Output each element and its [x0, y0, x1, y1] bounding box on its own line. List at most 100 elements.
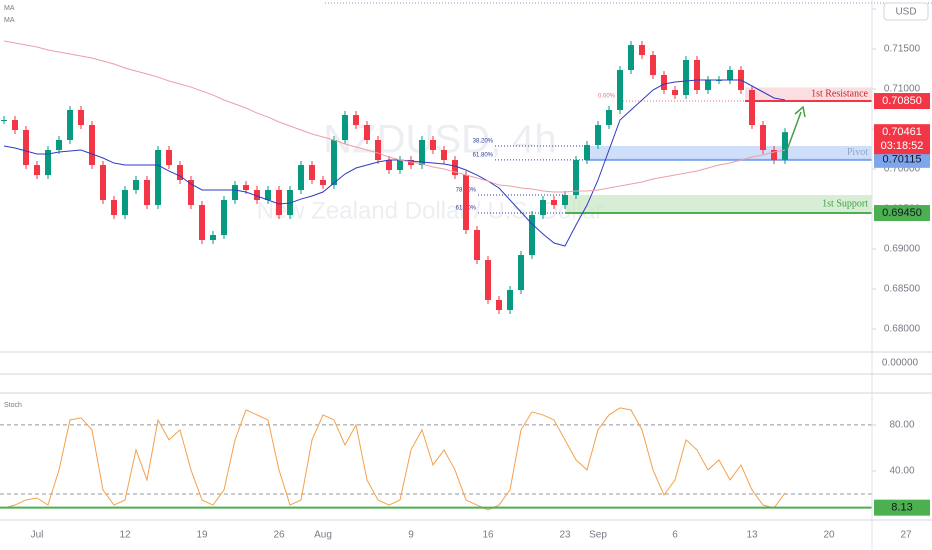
x-tick-label: Jul [31, 530, 44, 541]
candle [397, 160, 403, 170]
candle [584, 145, 590, 160]
candle [298, 165, 304, 190]
candle [606, 110, 612, 126]
candle [452, 160, 458, 176]
fib-label: 200.00% [299, 0, 323, 2]
candle [221, 200, 227, 236]
candle [430, 140, 436, 150]
candle [78, 110, 84, 126]
level-tag-label: 0.70850 [882, 95, 922, 107]
candle [760, 125, 766, 150]
candle [89, 125, 95, 166]
candle [595, 125, 601, 146]
candle [1, 120, 7, 121]
candle [12, 120, 18, 130]
x-tick-label: 12 [119, 530, 131, 541]
level-tag [874, 93, 930, 110]
last-price-tag [874, 124, 930, 155]
candle [408, 160, 414, 166]
candle [133, 180, 139, 190]
x-tick-label: 26 [273, 530, 285, 541]
x-tick-label: 13 [746, 530, 758, 541]
candle [144, 180, 150, 206]
x-tick-label: 9 [408, 530, 414, 541]
candle [496, 300, 502, 310]
candle [364, 125, 370, 140]
candle [419, 140, 425, 166]
candle [771, 150, 777, 160]
moving-average [3, 40, 786, 193]
level-tag-label: 0.70115 [883, 154, 922, 166]
fib-label: 0.00% [598, 94, 616, 100]
candle [100, 165, 106, 200]
candle [309, 165, 315, 180]
candle [474, 230, 480, 260]
volume-tick: 0.00000 [882, 358, 919, 369]
candle [56, 140, 62, 150]
marker-tag [874, 499, 930, 516]
last-price-label: 0.70461 [882, 126, 922, 138]
candle [45, 150, 51, 176]
currency-button[interactable] [883, 2, 929, 21]
level-tag-label: 0.69450 [882, 207, 922, 219]
y-tick-label: 0.70000 [884, 164, 921, 175]
fib-label: 38.20% [473, 139, 494, 145]
ma-legend: MA [4, 5, 15, 12]
y-tick-label: 80.00 [889, 420, 914, 431]
candle [375, 140, 381, 160]
y-tick-label: 40.00 [889, 466, 914, 477]
candle [694, 60, 700, 90]
candle [562, 195, 568, 206]
candle [628, 45, 634, 70]
zone [585, 146, 872, 160]
arrow-head [794, 105, 806, 118]
candle [441, 150, 447, 160]
candle [276, 190, 282, 216]
candle [749, 90, 755, 126]
candle [23, 130, 29, 166]
y-tick-label: 0.69000 [884, 244, 921, 255]
candle [661, 75, 667, 90]
candle [166, 150, 172, 166]
y-tick-label: 0.68500 [884, 284, 921, 295]
candle [155, 150, 161, 206]
level-tag [874, 151, 930, 168]
candle [331, 140, 337, 186]
x-tick-label: 6 [672, 530, 678, 541]
candle [210, 235, 216, 240]
marker-label: 8.13 [891, 502, 912, 514]
candle [386, 160, 392, 170]
x-tick-label: 19 [196, 530, 208, 541]
candle [122, 190, 128, 216]
level-label: 1st Resistance [811, 89, 868, 100]
candle [320, 180, 326, 186]
zone [745, 87, 872, 102]
candle [518, 255, 524, 290]
candle [111, 200, 117, 216]
candle [672, 90, 678, 96]
candle [782, 132, 788, 160]
candle [177, 165, 183, 180]
candle [485, 260, 491, 300]
candle [650, 55, 656, 76]
candle [573, 160, 579, 196]
candle [540, 200, 546, 216]
x-tick-label: 16 [482, 530, 494, 541]
zone [565, 195, 872, 214]
x-tick-label: 23 [559, 530, 571, 541]
stoch-line [3, 407, 786, 511]
ma-legend: MA [4, 17, 15, 24]
candle [34, 165, 40, 176]
candle [342, 115, 348, 140]
candle [617, 70, 623, 110]
fib-label: 61.80% [473, 152, 494, 158]
currency-label[interactable]: USD [895, 7, 916, 18]
candle [551, 200, 557, 206]
arrow [786, 111, 802, 151]
stoch-legend: Stoch [4, 402, 22, 409]
candle [67, 110, 73, 140]
candle [254, 190, 260, 200]
